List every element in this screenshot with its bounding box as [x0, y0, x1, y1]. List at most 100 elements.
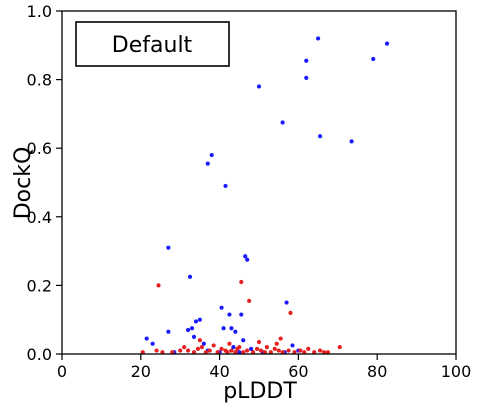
data-point-series-1-38 [292, 350, 297, 355]
data-point-series-0-23 [193, 319, 199, 324]
data-point-series-1-44 [321, 350, 327, 355]
data-point-series-1-18 [219, 346, 224, 351]
data-point-series-0-13 [317, 134, 323, 139]
data-point-series-1-35 [278, 336, 283, 341]
data-point-series-0-35 [241, 338, 246, 343]
data-point-series-1-32 [268, 350, 273, 355]
annotation-box: Default [75, 21, 230, 67]
data-point-series-1-6 [160, 350, 165, 355]
data-point-series-1-27 [250, 350, 256, 355]
plot-frame [61, 10, 457, 355]
y-tick-label: 1.0 [27, 2, 52, 21]
x-tick-label: 40 [209, 362, 229, 381]
data-point-series-1-10 [185, 348, 191, 353]
data-point-series-1-30 [262, 350, 268, 355]
data-point-series-0-3 [209, 152, 214, 158]
y-axis-label: DockQ [11, 147, 36, 220]
x-tick-label: 20 [131, 362, 151, 381]
data-point-series-1-20 [225, 350, 230, 355]
y-tick-label: 0.8 [27, 71, 52, 90]
data-point-series-0-10 [304, 58, 309, 63]
data-point-series-0-24 [197, 317, 202, 322]
x-tick-label: 60 [288, 362, 308, 381]
data-point-series-0-9 [284, 300, 289, 305]
data-point-series-1-31 [264, 345, 269, 350]
x-tick-label: 100 [441, 362, 472, 381]
data-point-series-0-19 [166, 329, 171, 334]
data-point-series-0-16 [384, 41, 390, 46]
data-point-series-1-24 [237, 345, 242, 350]
data-point-series-0-2 [205, 161, 210, 166]
data-point-series-1-14 [203, 350, 208, 355]
data-point-series-1-49 [256, 339, 262, 345]
data-point-series-1-25 [241, 350, 246, 355]
data-point-series-1-48 [227, 341, 232, 346]
data-point-series-1-7 [170, 350, 175, 355]
data-point-series-0-21 [185, 327, 191, 333]
x-axis-label: pLDDT [223, 379, 297, 404]
data-point-series-0-36 [249, 346, 254, 351]
data-point-series-0-34 [231, 345, 236, 350]
data-point-series-0-28 [219, 305, 224, 310]
data-point-series-0-25 [191, 334, 197, 339]
data-point-series-0-41 [237, 350, 242, 355]
data-point-series-1-0 [156, 283, 161, 288]
y-tick-label: 0.2 [27, 276, 52, 295]
plot-area: 0 20 40 60 80 100 0.0 0.2 0.4 0.6 0.8 1.0 [27, 2, 472, 381]
data-point-series-1-34 [276, 348, 281, 353]
data-point-series-0-29 [221, 326, 226, 331]
data-point-series-1-5 [154, 348, 159, 353]
x-tick-label: 80 [367, 362, 387, 381]
data-point-series-1-46 [337, 345, 342, 350]
data-point-series-1-43 [317, 348, 323, 353]
data-point-series-1-3 [288, 310, 293, 315]
data-point-series-0-33 [239, 312, 244, 317]
y-tick-label: 0.4 [27, 208, 52, 227]
data-point-series-1-36 [280, 350, 285, 355]
data-point-series-1-33 [272, 346, 277, 351]
data-point-series-1-8 [178, 348, 183, 353]
data-point-series-0-22 [189, 326, 195, 331]
data-point-series-0-15 [371, 56, 376, 62]
data-point-series-1-13 [199, 345, 204, 350]
y-tick-label: 0.6 [27, 139, 52, 158]
data-point-series-0-1 [187, 274, 193, 279]
data-point-series-1-50 [274, 341, 279, 346]
annotation-text: Default [112, 33, 193, 58]
data-point-series-1-47 [197, 338, 202, 343]
data-point-series-0-31 [229, 326, 234, 331]
data-point-series-0-8 [280, 120, 285, 125]
y-tick-label: 0.0 [27, 345, 52, 364]
data-point-series-1-22 [233, 350, 238, 355]
data-point-series-0-26 [201, 341, 206, 346]
data-point-series-1-45 [325, 350, 331, 355]
data-point-series-0-0 [166, 245, 171, 250]
data-point-series-0-18 [150, 341, 155, 346]
data-point-series-0-39 [290, 343, 295, 348]
data-point-series-0-32 [233, 329, 238, 334]
data-point-series-1-9 [182, 345, 187, 350]
data-point-series-1-40 [302, 350, 307, 355]
data-point-series-1-15 [207, 348, 212, 353]
annotation-frame [75, 21, 230, 67]
data-point-series-0-6 [245, 257, 250, 262]
data-point-series-1-37 [286, 348, 291, 353]
data-point-series-1-17 [215, 350, 220, 355]
data-point-series-1-4 [140, 350, 145, 355]
data-point-series-0-4 [223, 183, 228, 189]
data-point-series-1-26 [245, 348, 250, 353]
data-point-series-1-29 [258, 348, 264, 353]
data-point-series-0-17 [144, 336, 149, 341]
data-point-series-0-5 [243, 254, 248, 259]
data-point-series-1-28 [254, 346, 260, 351]
data-point-series-1-1 [239, 279, 244, 285]
data-point-series-1-11 [191, 350, 197, 355]
data-point-series-1-21 [229, 348, 234, 353]
data-point-series-0-12 [316, 36, 321, 41]
data-point-series-1-12 [195, 346, 201, 351]
data-point-series-1-42 [312, 350, 317, 355]
data-point-series-1-16 [211, 343, 216, 348]
data-point-series-1-39 [298, 348, 303, 353]
data-point-series-0-7 [256, 84, 262, 89]
